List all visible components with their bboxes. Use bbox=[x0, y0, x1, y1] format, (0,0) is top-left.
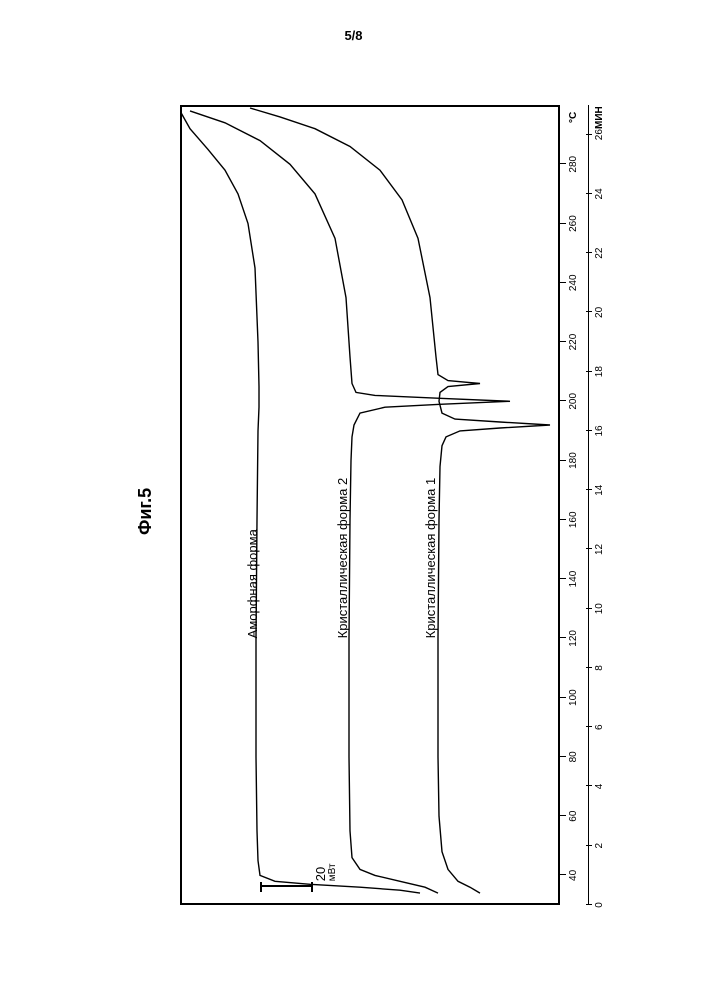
time-tick-label: 16 bbox=[594, 425, 605, 436]
time-tick-label: 6 bbox=[594, 724, 605, 730]
temp-tick-label: 220 bbox=[568, 334, 579, 351]
time-tick-label: 2 bbox=[594, 843, 605, 849]
temp-tick-mark bbox=[560, 874, 566, 875]
time-tick-mark bbox=[586, 726, 592, 727]
temp-tick-label: 100 bbox=[568, 689, 579, 706]
time-tick-mark bbox=[586, 785, 592, 786]
curve-2 bbox=[250, 108, 550, 893]
time-tick-mark bbox=[586, 548, 592, 549]
time-tick-mark bbox=[586, 252, 592, 253]
time-tick-mark bbox=[586, 904, 592, 905]
temp-tick-label: 80 bbox=[568, 751, 579, 762]
temp-tick-mark bbox=[560, 400, 566, 401]
temp-tick-mark bbox=[560, 460, 566, 461]
curve-label-1: Кристаллическая форма 2 bbox=[335, 478, 350, 639]
time-tick-label: 8 bbox=[594, 665, 605, 671]
temp-tick-label: 120 bbox=[568, 630, 579, 647]
temp-tick-mark bbox=[560, 637, 566, 638]
temp-tick-label: 160 bbox=[568, 511, 579, 528]
temp-tick-mark bbox=[560, 756, 566, 757]
time-tick-label: 14 bbox=[594, 485, 605, 496]
time-tick-mark bbox=[586, 430, 592, 431]
time-tick-mark bbox=[586, 667, 592, 668]
temp-tick-mark bbox=[560, 697, 566, 698]
temp-unit: °C bbox=[568, 112, 579, 123]
page-number: 5/8 bbox=[0, 28, 707, 43]
dsc-chart: Аморфная форма Кристаллическая форма 2 Кри… bbox=[0, 275, 707, 745]
temp-tick-mark bbox=[560, 578, 566, 579]
time-tick-mark bbox=[586, 193, 592, 194]
time-tick-label: 24 bbox=[594, 188, 605, 199]
temp-tick-label: 200 bbox=[568, 393, 579, 410]
y-scale-bar: 20мВт bbox=[260, 867, 313, 887]
temp-tick-label: 60 bbox=[568, 811, 579, 822]
time-tick-label: 22 bbox=[594, 248, 605, 259]
curve-1 bbox=[190, 111, 510, 893]
curve-0 bbox=[180, 111, 420, 893]
time-tick-mark bbox=[586, 371, 592, 372]
temp-tick-mark bbox=[560, 815, 566, 816]
time-tick-mark bbox=[586, 608, 592, 609]
temp-tick-label: 180 bbox=[568, 452, 579, 469]
dsc-curves bbox=[180, 105, 560, 905]
curve-label-2: Кристаллическая форма 1 bbox=[423, 478, 438, 639]
time-tick-mark bbox=[586, 134, 592, 135]
scale-unit: мВт bbox=[327, 863, 338, 881]
time-tick-label: 12 bbox=[594, 544, 605, 555]
temp-tick-mark bbox=[560, 519, 566, 520]
temperature-axis: 40 60 80 100 120 140 160 180 200 220 240 260 280 °C bbox=[562, 105, 582, 905]
time-unit: МИН bbox=[594, 106, 605, 129]
temp-tick-label: 280 bbox=[568, 156, 579, 173]
temp-tick-label: 240 bbox=[568, 274, 579, 291]
time-tick-label: 10 bbox=[594, 603, 605, 614]
temp-tick-label: 260 bbox=[568, 215, 579, 232]
temp-tick-mark bbox=[560, 341, 566, 342]
time-axis: 02468101214161820222426МИН bbox=[590, 105, 610, 905]
temp-tick-label: 40 bbox=[568, 870, 579, 881]
temp-tick-mark bbox=[560, 282, 566, 283]
time-tick-label: 20 bbox=[594, 307, 605, 318]
time-tick-label: 18 bbox=[594, 366, 605, 377]
temp-tick-mark bbox=[560, 223, 566, 224]
temp-tick-mark bbox=[560, 163, 566, 164]
time-tick-mark bbox=[586, 845, 592, 846]
scale-value: 20 bbox=[313, 867, 328, 881]
time-tick-label: 0 bbox=[594, 902, 605, 908]
time-tick-mark bbox=[586, 489, 592, 490]
time-tick-label: 4 bbox=[594, 784, 605, 790]
time-tick-mark bbox=[586, 311, 592, 312]
curve-label-0: Аморфная форма bbox=[245, 529, 260, 638]
time-tick-label: 26 bbox=[594, 129, 605, 140]
temp-tick-label: 140 bbox=[568, 571, 579, 588]
